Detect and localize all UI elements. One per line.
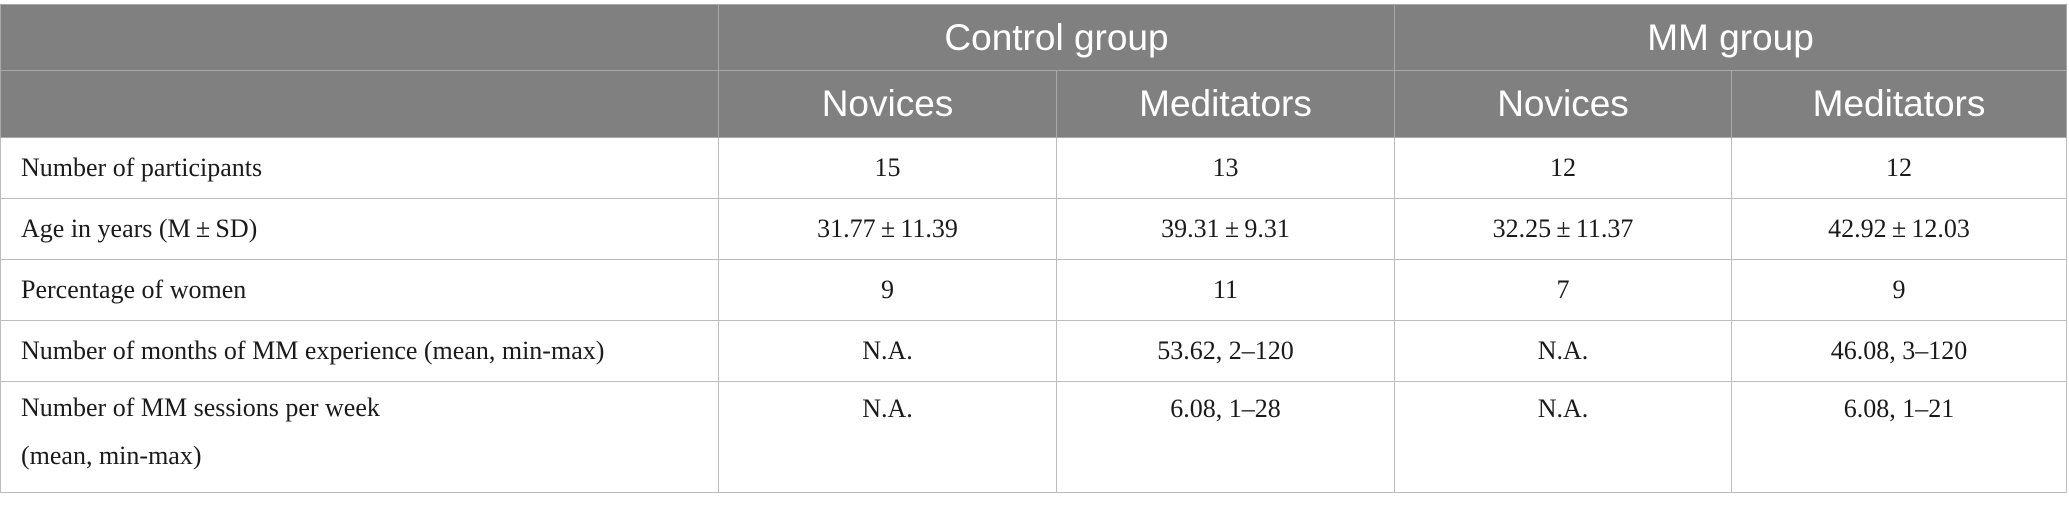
table-cell: 42.92 ± 12.03 [1731,198,2067,260]
row-label-line-2: (mean, min-max) [21,441,202,470]
subheader-mm-meditators: Meditators [1731,70,2067,138]
table-cell: 46.08, 3–120 [1731,320,2067,382]
row-label: Percentage of women [0,259,719,321]
row-label: Age in years (M ± SD) [0,198,719,260]
table-row: Percentage of women 9 11 7 9 [0,259,2067,321]
table-container: Control group MM group Novices Meditator… [0,4,2067,493]
table-cell: N.A. [1394,381,1732,493]
subheader-control-meditators: Meditators [1056,70,1395,138]
table-cell: 12 [1394,137,1732,199]
header-mm-group: MM group [1394,4,2067,71]
row-label: Number of MM sessions per week (mean, mi… [0,381,719,493]
table-row: Number of MM sessions per week (mean, mi… [0,381,2067,493]
group-header-row: Control group MM group [0,4,2067,71]
header-control-group: Control group [718,4,1395,71]
table-cell: 9 [1731,259,2067,321]
table-cell: 15 [718,137,1057,199]
row-label: Number of months of MM experience (mean,… [0,320,719,382]
subheader-mm-novices: Novices [1394,70,1732,138]
table-cell: N.A. [718,320,1057,382]
table-cell: 9 [718,259,1057,321]
table-cell: 6.08, 1–21 [1731,381,2067,493]
table-cell: 6.08, 1–28 [1056,381,1395,493]
participants-table: Control group MM group Novices Meditator… [0,4,2067,493]
row-label: Number of participants [0,137,719,199]
table-cell: 31.77 ± 11.39 [718,198,1057,260]
table-cell: 13 [1056,137,1395,199]
table-cell: 11 [1056,259,1395,321]
table-cell: N.A. [1394,320,1732,382]
subheader-control-novices: Novices [718,70,1057,138]
subheader-empty-cell [0,70,719,138]
table-cell: 32.25 ± 11.37 [1394,198,1732,260]
table-row: Number of participants 15 13 12 12 [0,137,2067,199]
table-row: Age in years (M ± SD) 31.77 ± 11.39 39.3… [0,198,2067,260]
table-cell: 53.62, 2–120 [1056,320,1395,382]
subheader-row: Novices Meditators Novices Meditators [0,70,2067,138]
table-row: Number of months of MM experience (mean,… [0,320,2067,382]
table-cell: N.A. [718,381,1057,493]
table-cell: 39.31 ± 9.31 [1056,198,1395,260]
header-empty-cell [0,4,719,71]
row-label-line-1: Number of MM sessions per week [21,393,380,422]
table-cell: 7 [1394,259,1732,321]
table-cell: 12 [1731,137,2067,199]
